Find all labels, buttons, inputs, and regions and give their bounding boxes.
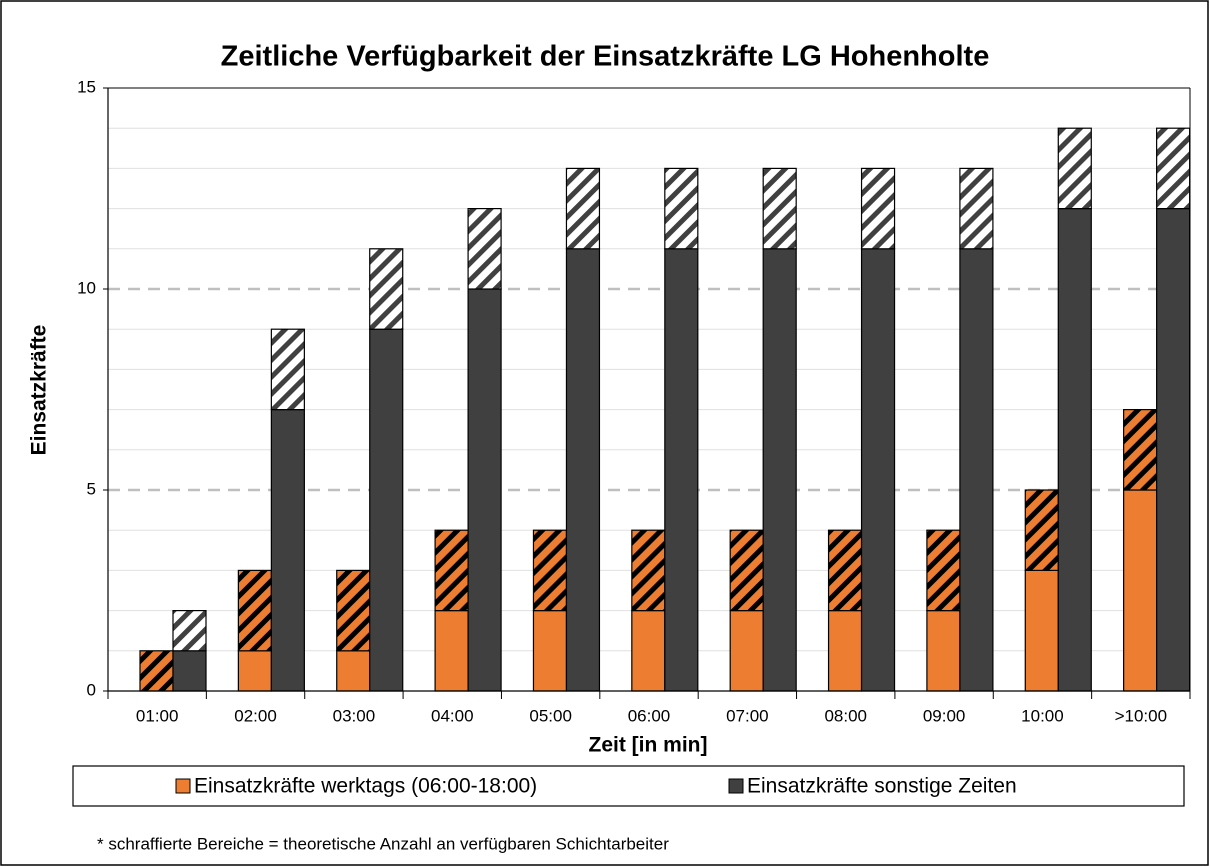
- bar: [434, 609, 469, 692]
- bar: [926, 609, 961, 692]
- hatched-bar: [336, 569, 371, 652]
- y-tick-label: 5: [87, 479, 96, 498]
- hatched-bar: [1156, 127, 1191, 210]
- hatched-bar: [532, 529, 568, 612]
- hatched-bar: [467, 208, 502, 290]
- x-tick-label: 04:00: [431, 706, 474, 725]
- footnote: * schraffierte Bereiche = theoretische A…: [97, 834, 669, 853]
- bar: [270, 409, 305, 692]
- hatched-bar: [827, 529, 863, 612]
- bar: [237, 650, 272, 692]
- y-axis-label: Einsatzkräfte: [28, 325, 51, 456]
- bar: [532, 609, 568, 692]
- hatched-bar: [369, 248, 404, 330]
- legend-label: Einsatzkräfte werktags (06:00-18:00): [194, 775, 537, 798]
- x-tick-label: 03:00: [333, 706, 376, 725]
- hatched-bar: [1024, 489, 1059, 572]
- hatched-bar: [172, 609, 207, 652]
- bar: [1024, 569, 1059, 692]
- bar: [631, 609, 666, 692]
- x-tick-label: 05:00: [529, 706, 572, 725]
- x-tick-label: 08:00: [824, 706, 867, 725]
- hatched-bar: [959, 167, 994, 250]
- hatched-bar: [237, 569, 272, 652]
- y-tick-label: 15: [77, 77, 96, 96]
- bar: [1123, 489, 1158, 692]
- y-tick-label: 10: [77, 278, 96, 297]
- bar: [664, 248, 699, 692]
- hatched-bar: [1123, 409, 1158, 491]
- x-tick-label: 01:00: [136, 706, 179, 725]
- legend-box: [72, 765, 1185, 807]
- y-tick-label: 0: [87, 680, 96, 699]
- bar: [762, 248, 797, 692]
- chart-title: Zeitliche Verfügbarkeit der Einsatzkräft…: [221, 41, 990, 73]
- legend-marker: [175, 778, 191, 794]
- x-tick-label: 07:00: [726, 706, 769, 725]
- bar: [369, 328, 404, 692]
- hatched-bar: [270, 328, 305, 411]
- hatched-bar: [664, 167, 699, 250]
- bar: [1057, 208, 1092, 692]
- hatched-bar: [139, 650, 174, 692]
- x-tick-label: 02:00: [234, 706, 277, 725]
- legend-marker: [728, 778, 744, 794]
- x-tick-label: 09:00: [923, 706, 966, 725]
- bar: [172, 650, 207, 692]
- hatched-bar: [729, 529, 764, 612]
- bar: [827, 609, 863, 692]
- legend-label: Einsatzkräfte sonstige Zeiten: [747, 775, 1017, 798]
- x-tick-label: >10:00: [1115, 706, 1167, 725]
- bar: [336, 650, 371, 692]
- hatched-bar: [926, 529, 961, 612]
- x-tick-label: 10:00: [1021, 706, 1064, 725]
- x-tick-label: 06:00: [628, 706, 671, 725]
- bar: [959, 248, 994, 692]
- hatched-bar: [565, 167, 601, 250]
- hatched-bar: [434, 529, 469, 612]
- hatched-bar: [762, 167, 797, 250]
- bar: [467, 288, 502, 692]
- hatched-bar: [860, 167, 896, 250]
- hatched-bar: [1057, 127, 1092, 210]
- bar: [1156, 208, 1191, 692]
- bar: [729, 609, 764, 692]
- x-axis-label: Zeit [in min]: [589, 734, 708, 757]
- bar: [565, 248, 601, 692]
- bar: [860, 248, 896, 692]
- hatched-bar: [631, 529, 666, 612]
